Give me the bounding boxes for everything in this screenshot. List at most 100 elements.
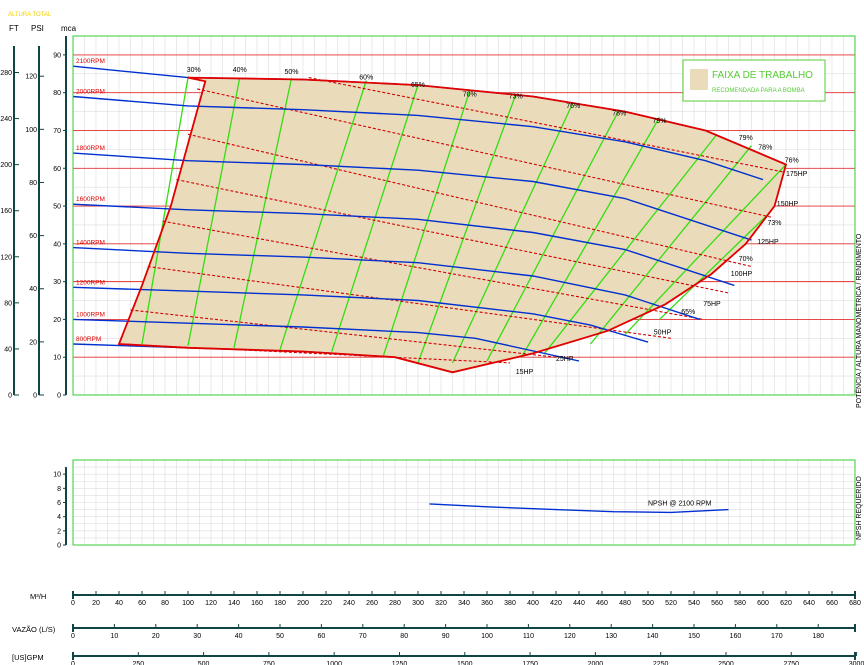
legend-title: FAIXA DE TRABALHO	[712, 70, 813, 81]
power-label: 125HP	[757, 239, 779, 246]
m3h-tick-label: 340	[458, 600, 470, 607]
efficiency-label: 79%	[652, 118, 666, 125]
efficiency-lines	[141, 77, 787, 364]
m3h-tick-label: 600	[757, 600, 769, 607]
gpm-tick-label: 250	[132, 661, 144, 665]
power-label: 175HP	[786, 171, 808, 178]
efficiency-line	[659, 213, 770, 320]
mca-tick-label: 0	[57, 393, 61, 400]
efficiency-label: 60%	[359, 74, 373, 81]
m3h-tick-label: 400	[527, 600, 539, 607]
m3h-tick-label: 640	[803, 600, 815, 607]
ft-header: FT	[9, 24, 19, 33]
ft-tick-label: 80	[4, 300, 12, 307]
ft-tick-label: 200	[0, 162, 12, 169]
efficiency-label: 30%	[187, 67, 201, 74]
power-line	[197, 88, 773, 218]
m3h-tick-label: 560	[711, 600, 723, 607]
ls-tick-label: 140	[647, 633, 659, 640]
npsh-tick-label: 10	[53, 472, 61, 479]
power-label: 25HP	[556, 356, 574, 363]
ft-tick-label: 0	[8, 393, 12, 400]
npsh-curve-label: NPSH @ 2100 RPM	[648, 500, 712, 507]
m3h-tick-label: 620	[780, 600, 792, 607]
m3h-tick-label: 220	[320, 600, 332, 607]
npsh-panel: 0 2 4 6 8 10 NPSH @ 2100 RPM	[53, 459, 856, 550]
ls-tick-label: 0	[71, 633, 75, 640]
gpm-tick-label: 2000	[588, 661, 604, 665]
gpm-tick-label: 1250	[392, 661, 408, 665]
bottom-axes: 0 20 40 60 80 100 120 140 160 180 200 220 240 260 280 3…	[12, 591, 864, 665]
ls-tick-label: 120	[564, 633, 576, 640]
ls-tick-label: 180	[812, 633, 824, 640]
mca-tick-label: 60	[53, 166, 61, 173]
m3h-tick-label: 440	[573, 600, 585, 607]
gpm-tick-label: 3000	[849, 661, 864, 665]
m3h-tick-label: 460	[596, 600, 608, 607]
ls-tick-label: 160	[730, 633, 742, 640]
m3h-tick-label: 500	[642, 600, 654, 607]
power-line	[130, 309, 557, 358]
efficiency-label: 73%	[767, 220, 781, 227]
power-line	[187, 133, 752, 268]
psi-tick-label: 20	[29, 339, 37, 346]
power-line	[162, 220, 704, 320]
gpm-tick-label: 1000	[326, 661, 342, 665]
legend: FAIXA DE TRABALHO RECOMENDADA PARA A BOM…	[682, 59, 826, 102]
npsh-curve	[429, 503, 729, 514]
ls-tick-label: 170	[771, 633, 783, 640]
m3h-tick-label: 160	[251, 600, 263, 607]
efficiency-label: 73%	[509, 93, 523, 100]
m3h-tick-label: 280	[389, 600, 401, 607]
speed-curve-label: 1600RPM	[76, 196, 105, 203]
ls-tick-label: 10	[111, 633, 119, 640]
power-label: 15HP	[516, 369, 534, 376]
speed-curve-label: 1200RPM	[76, 279, 105, 286]
npsh-tick-label: 4	[57, 514, 61, 521]
npsh-tick-label: 2	[57, 528, 61, 535]
gpm-axis-label: [US]GPM	[12, 653, 44, 662]
psi-tick-label: 100	[25, 127, 37, 134]
efficiency-line	[520, 116, 661, 358]
power-line	[308, 77, 784, 173]
speed-curve	[72, 246, 701, 321]
m3h-axis-label: M³/H	[30, 592, 46, 601]
npsh-right-axis-label: NPSH REQUERIDO	[856, 476, 863, 540]
mca-tick-label: 40	[53, 241, 61, 248]
ls-tick-label: 60	[318, 633, 326, 640]
efficiency-line	[589, 145, 753, 345]
efficiency-label: 65%	[681, 309, 695, 316]
ls-axis-label: VAZÃO (L/S)	[12, 625, 56, 634]
npsh-tick-label: 6	[57, 500, 61, 507]
m3h-tick-label: 380	[504, 600, 516, 607]
efficiency-label: 78%	[612, 110, 626, 117]
ft-tick-label: 40	[4, 346, 12, 353]
power-label: 100HP	[731, 271, 753, 278]
gpm-tick-label: 2500	[718, 661, 734, 665]
main-plot-frame	[72, 35, 856, 396]
m3h-tick-label: 0	[71, 600, 75, 607]
work-area-fill	[119, 77, 786, 373]
speed-curve	[72, 95, 764, 181]
legend-swatch	[690, 69, 708, 90]
m3h-tick-label: 480	[619, 600, 631, 607]
efficiency-line	[543, 133, 718, 354]
m3h-tick-label: 140	[228, 600, 240, 607]
speed-curve-label: 2000RPM	[76, 88, 105, 95]
psi-tick-label: 40	[29, 286, 37, 293]
m3h-tick-label: 420	[550, 600, 562, 607]
efficiency-label: 70%	[463, 91, 477, 98]
ls-tick-label: 110	[523, 633, 534, 640]
efficiency-label: 70%	[739, 256, 753, 263]
efficiency-label: 76%	[785, 158, 799, 165]
m3h-tick-label: 60	[138, 600, 146, 607]
power-label: 75HP	[703, 301, 721, 308]
speed-curve-label: 1400RPM	[76, 240, 105, 247]
efficiency-line	[141, 77, 189, 345]
npsh-tick-label: 8	[57, 486, 61, 493]
main-frames	[72, 35, 856, 396]
m3h-tick-label: 180	[274, 600, 286, 607]
m3h-tick-label: 320	[435, 600, 447, 607]
gpm-tick-label: 0	[71, 661, 75, 665]
